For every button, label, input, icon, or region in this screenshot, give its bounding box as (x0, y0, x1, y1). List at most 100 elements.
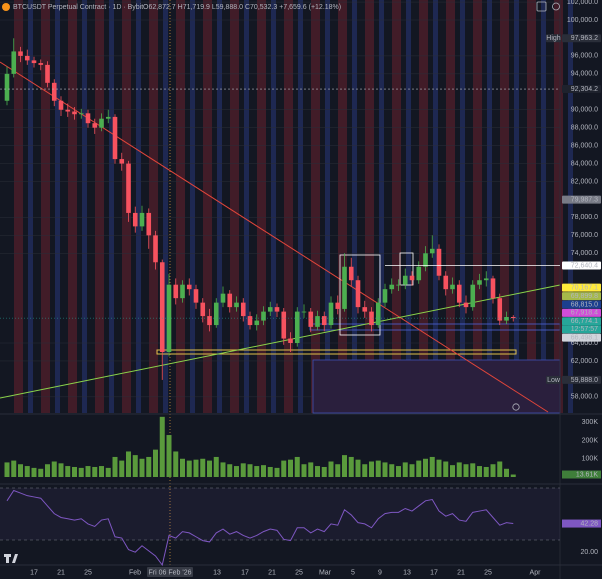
volume-bar (45, 464, 50, 477)
stripe-blue (109, 0, 114, 413)
price-badge (562, 261, 601, 270)
session-stripes (14, 0, 573, 413)
volume-bar (234, 466, 239, 477)
stripe-blue (433, 0, 438, 413)
candle-body (220, 293, 226, 303)
volume-badge-label: 13.61K (576, 471, 599, 478)
volume-bar (375, 460, 381, 477)
candle-body (234, 302, 239, 308)
candle-body (119, 159, 125, 164)
candle-body (470, 284, 476, 308)
candle-body (159, 262, 165, 352)
candle-body (423, 253, 428, 267)
x-tick-label: 25 (84, 569, 92, 576)
volume-bar (227, 464, 233, 477)
maximize-button[interactable] (536, 1, 547, 12)
candle-body (348, 266, 354, 281)
candle-body (72, 111, 77, 115)
candle-body (463, 302, 469, 308)
volume-bar (193, 459, 199, 477)
rsi-line (6, 489, 514, 567)
volume-bar (504, 468, 509, 477)
volume-bar (240, 463, 246, 477)
stripe-red (338, 0, 347, 413)
volume-bar (38, 468, 44, 477)
volume-bar (92, 466, 98, 477)
box-b (399, 252, 414, 286)
ohlc-summary: O62,872.7 H71,719.9 L59,888.0 C70,532.3 … (143, 4, 341, 11)
volume-bar (31, 467, 37, 477)
stripe-red (41, 0, 50, 413)
volume-bar (11, 460, 17, 477)
volume-bar (24, 466, 30, 477)
alert-icon[interactable] (512, 403, 520, 411)
rsi-badge-label: 42.28 (580, 520, 598, 527)
price-badge (562, 308, 601, 317)
volume-bar (180, 458, 185, 477)
volume-bar (470, 463, 476, 477)
candle-body (45, 64, 50, 83)
x-tick-label: 25 (484, 569, 492, 576)
price-badge-label: 72,640.4 (571, 262, 598, 269)
volume-bar (362, 464, 368, 477)
x-tick-label: 17 (430, 569, 438, 576)
candle-body (382, 289, 388, 303)
volume-bar (483, 466, 489, 477)
volume-bar (254, 466, 260, 477)
volume-bar (450, 465, 455, 477)
volume-bar (78, 467, 84, 477)
candle-body (139, 212, 145, 227)
x-tick-label: 9 (378, 569, 382, 576)
candle-body (51, 82, 57, 101)
price-badge (562, 34, 601, 43)
y-tick-label: 84,000.0 (571, 160, 598, 167)
candle-body (11, 51, 17, 74)
candle-body (207, 316, 212, 326)
candle-body (416, 266, 422, 281)
candle-body (180, 284, 185, 299)
candle-body (490, 278, 496, 299)
volume-bar (65, 466, 71, 477)
stripe-red (311, 0, 320, 413)
x-tick-label: 13 (213, 569, 221, 576)
volume-bar (409, 464, 415, 477)
candle-body (227, 293, 233, 308)
candle-body (389, 284, 395, 290)
volume-bar (294, 456, 300, 477)
candle-body (510, 316, 516, 319)
rsi-band (0, 488, 560, 540)
rsi-tick-label: 20.00 (580, 549, 598, 556)
candle-body (18, 51, 23, 56)
stripe-blue (568, 0, 573, 413)
volume-bar (497, 461, 503, 477)
stripe-red (527, 0, 536, 413)
volume-bar (402, 462, 408, 477)
volume-bar (166, 435, 172, 477)
candle-body (328, 302, 334, 326)
candle-body (396, 284, 401, 286)
volume-bar (369, 461, 374, 477)
y-tick-label: 82,000.0 (571, 178, 598, 185)
volume-bar (126, 451, 131, 477)
volume-bar (301, 464, 307, 477)
stripe-blue (55, 0, 60, 413)
stripe-blue (514, 0, 519, 413)
price-badge-label: 97,963.2 (571, 35, 598, 42)
candle-body (38, 63, 44, 65)
price-badge-label: 66,498.1 (571, 335, 598, 342)
candle-body (288, 338, 293, 344)
volume-bar (58, 463, 64, 477)
volume-bar (112, 456, 118, 477)
y-tick-label: 86,000.0 (571, 142, 598, 149)
x-tick-label: Fri 06 Feb '26 (149, 569, 192, 576)
price-badge-label: 59,888.0 (571, 377, 598, 384)
y-tick-label: 74,000.0 (571, 250, 598, 257)
settings-button[interactable] (552, 2, 560, 11)
candle-body (105, 116, 111, 119)
stripe-blue (298, 0, 303, 413)
candle-body (200, 302, 206, 317)
volume-bar (510, 474, 516, 477)
candle-body (4, 73, 10, 101)
volume-tick-label: 300K (582, 419, 599, 426)
